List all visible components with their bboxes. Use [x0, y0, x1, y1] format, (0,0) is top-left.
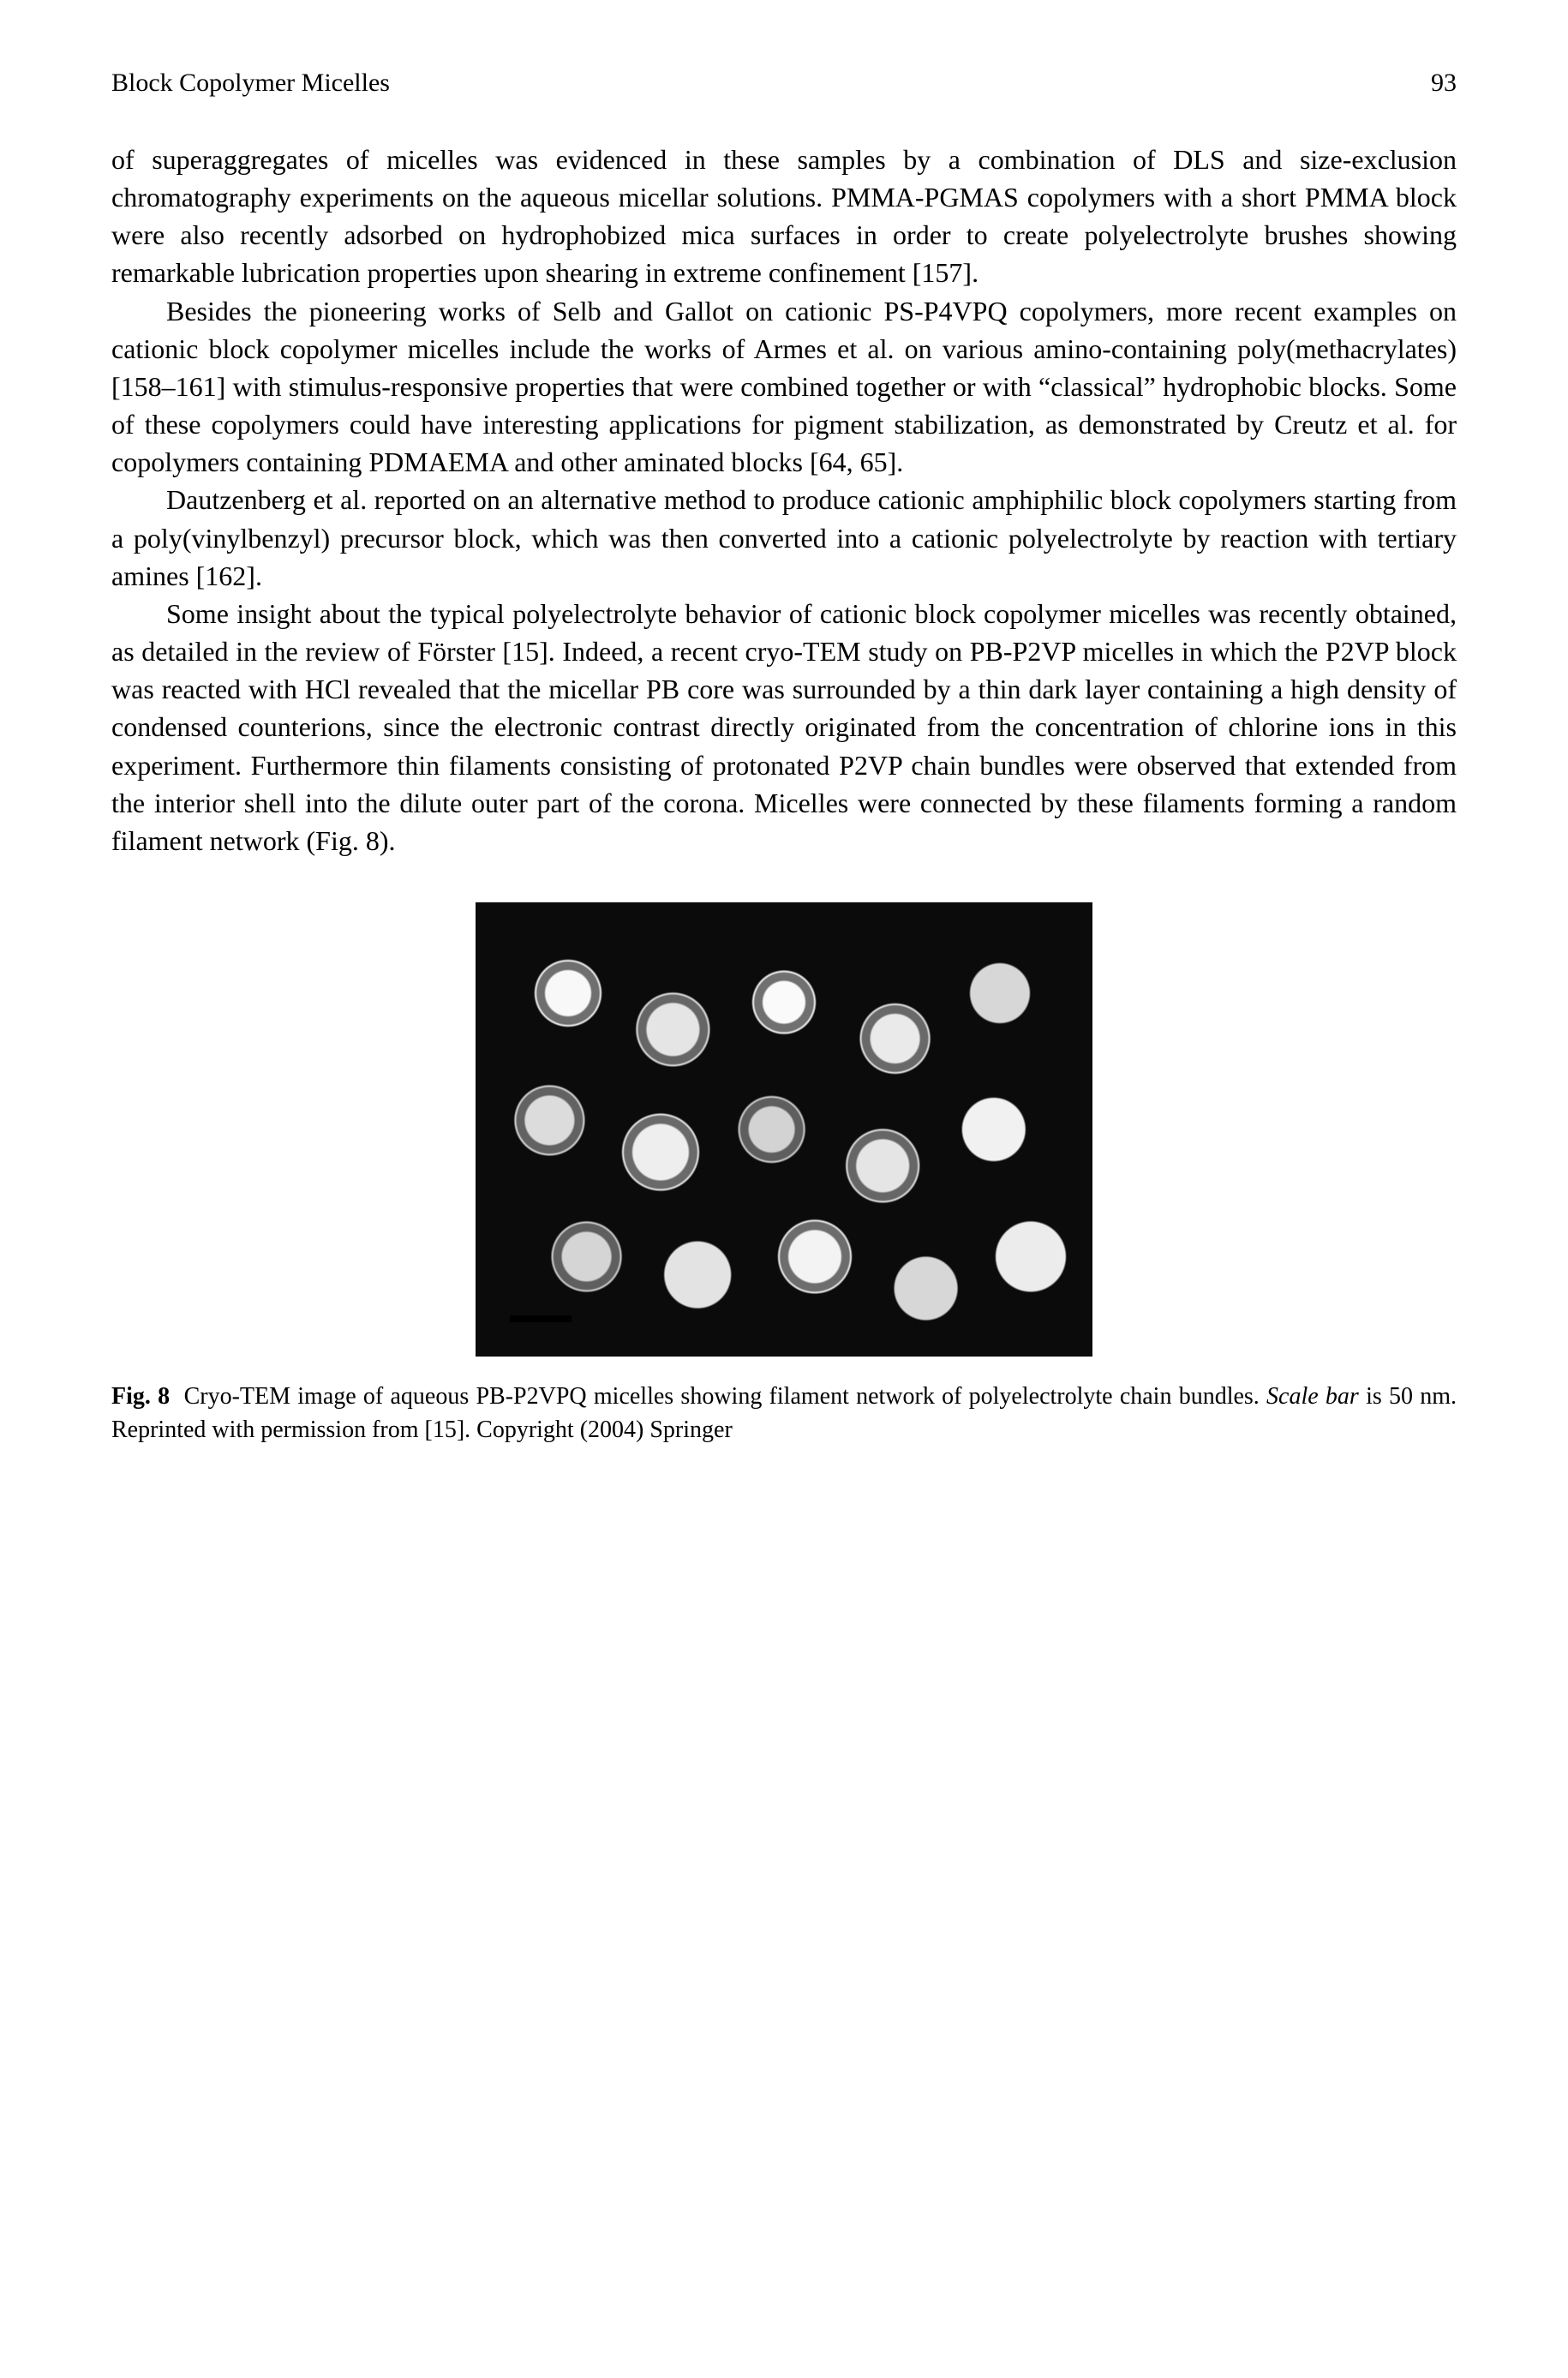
- figure-caption-main: Cryo-TEM image of aqueous PB-P2VPQ micel…: [184, 1383, 1266, 1410]
- page-number: 93: [1431, 69, 1457, 98]
- figure-scale-bar-text: Scale bar: [1266, 1383, 1359, 1410]
- paragraph-4: Some insight about the typical polyelect…: [111, 595, 1457, 860]
- page-header: Block Copolymer Micelles 93: [111, 69, 1457, 98]
- scale-bar: [510, 1315, 572, 1322]
- body-text: of superaggregates of micelles was evide…: [111, 141, 1457, 860]
- figure-label: Fig. 8: [111, 1383, 170, 1410]
- paragraph-3: Dautzenberg et al. reported on an altern…: [111, 481, 1457, 594]
- paragraph-2: Besides the pioneering works of Selb and…: [111, 292, 1457, 482]
- figure-8-caption: Fig. 8 Cryo-TEM image of aqueous PB-P2VP…: [111, 1380, 1457, 1447]
- running-head: Block Copolymer Micelles: [111, 69, 390, 98]
- paragraph-1: of superaggregates of micelles was evide…: [111, 141, 1457, 292]
- figure-8-image: [476, 902, 1092, 1357]
- figure-8: Fig. 8 Cryo-TEM image of aqueous PB-P2VP…: [111, 902, 1457, 1447]
